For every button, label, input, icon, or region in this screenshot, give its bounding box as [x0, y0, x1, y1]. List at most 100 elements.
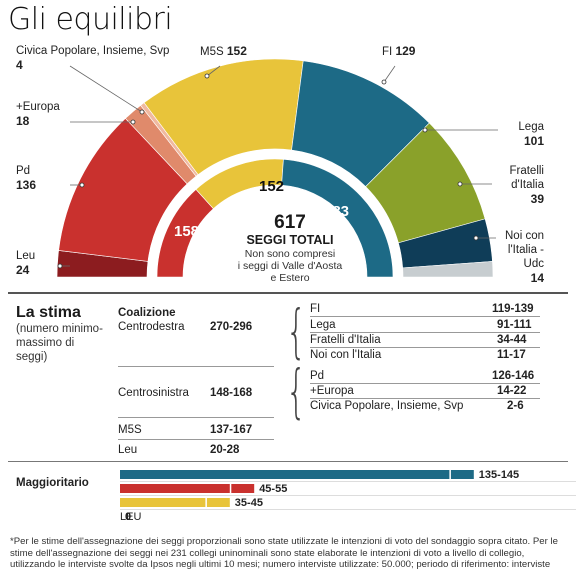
label-europa-value: 18	[16, 114, 30, 128]
bar-min-marker	[449, 470, 451, 479]
label-m5s-name: M5S	[200, 46, 224, 58]
leader-dot	[204, 73, 210, 79]
total-seats-label: SEGGI TOTALI	[246, 233, 334, 247]
label-leu-value: 24	[16, 263, 30, 277]
row-divider	[310, 332, 540, 333]
label-leu-name: Leu	[16, 250, 36, 262]
leader-dot	[139, 109, 145, 115]
label-noi-value: 14	[530, 271, 544, 285]
label-lega-name: Lega	[518, 121, 544, 133]
row-divider	[118, 417, 274, 418]
label-civica-value: 4	[16, 58, 23, 72]
bar-category-label: LEU	[120, 511, 141, 523]
label-pd-name: Pd	[16, 165, 31, 177]
label-m5s-value: 152	[226, 44, 247, 58]
bar-value-label: 0	[125, 511, 131, 523]
section-divider	[8, 461, 568, 462]
center-total: 617 SEGGI TOTALI Non sono compresi i seg…	[215, 212, 365, 285]
party-range: 119-139	[492, 303, 534, 315]
coalition-range: 148-168	[210, 387, 253, 399]
bar-range	[120, 498, 230, 507]
page-title: Gli equilibri	[8, 2, 173, 37]
label-noi: Noi con l'Italia - Udc 14	[498, 229, 544, 286]
label-lega-value: 101	[523, 134, 544, 148]
total-note-line3: e Estero	[270, 272, 310, 284]
label-fi: FI 129	[382, 44, 415, 59]
coalition-name: Centrosinistra	[118, 387, 189, 399]
party-name: Lega	[310, 319, 336, 331]
inner-sector-centrodestra	[281, 158, 394, 278]
hemicycle-chart	[56, 58, 498, 278]
bar-range	[120, 470, 474, 479]
label-fdi-name1: Fratelli	[509, 165, 544, 177]
total-note-line2: i seggi di Valle d'Aosta	[237, 260, 343, 272]
section-divider	[8, 292, 568, 294]
row-divider	[310, 316, 540, 317]
row-divider	[310, 347, 540, 348]
inner-left-value: 158	[174, 223, 200, 240]
brace-centrosinistra: {	[286, 357, 307, 425]
label-lega: Lega 101	[500, 120, 544, 149]
leader-dot	[57, 263, 63, 269]
label-europa: +Europa 18	[16, 100, 60, 129]
footnote: *Per le stime dell'assegnazione dei segg…	[10, 536, 558, 570]
label-leu: Leu 24	[16, 249, 35, 278]
leader-dot	[473, 235, 479, 241]
party-range: 14-22	[497, 385, 527, 397]
row-divider	[118, 366, 274, 367]
coalition-range: 270-296	[210, 321, 253, 333]
row-divider	[310, 383, 540, 384]
party-name: Noi con l'Italia	[310, 349, 382, 361]
label-noi-name2: l'Italia -	[507, 244, 544, 256]
party-name: FI	[310, 303, 321, 315]
label-m5s: M5S 152	[200, 44, 247, 59]
leader-line	[206, 65, 221, 77]
label-fi-name: FI	[382, 46, 393, 58]
leader-line	[383, 65, 396, 83]
coalition-range: 137-167	[210, 424, 253, 436]
row-divider	[310, 398, 540, 399]
bar-range	[120, 484, 255, 493]
bar-value-label: 35-45	[235, 497, 263, 509]
leader-dot	[130, 119, 136, 125]
coalition-name: Leu	[118, 444, 138, 456]
stima-title: La stima	[16, 304, 81, 321]
total-note-line1: Non sono compresi	[244, 248, 336, 260]
leader-dot	[457, 181, 463, 187]
bar-value-label: 45-55	[259, 483, 287, 495]
brace-centrodestra: {	[286, 297, 307, 365]
leader-dot	[79, 182, 85, 188]
inner-right-value: 283	[324, 203, 350, 220]
party-range: 34-44	[497, 334, 527, 346]
label-noi-name1: Noi con	[505, 230, 544, 242]
label-civica: Civica Popolare, Insieme, Svp 4	[16, 44, 169, 73]
row-divider	[118, 439, 274, 440]
label-pd-value: 136	[16, 178, 37, 192]
label-civica-name: Civica Popolare, Insieme, Svp	[16, 45, 170, 57]
bar-min-marker	[229, 484, 232, 493]
party-name: +Europa	[310, 385, 354, 397]
coalition-name: M5S	[118, 424, 142, 436]
total-seats-value: 617	[274, 212, 306, 233]
party-name: Civica Popolare, Insieme, Svp	[310, 400, 464, 412]
coalition-range: 20-28	[210, 444, 240, 456]
party-range: 11-17	[497, 349, 526, 361]
bar-min-marker	[205, 498, 207, 507]
label-europa-name: +Europa	[16, 101, 60, 113]
maggioritario-bars: Centrodestra135-145Centrosinistra45-55M5…	[120, 469, 576, 523]
party-name: Pd	[310, 370, 325, 382]
stima-subtitle: (numero minimo-massimo di seggi)	[16, 323, 103, 363]
bar-value-label: 135-145	[479, 469, 519, 481]
inner-mid-value: 152	[259, 178, 285, 195]
coalition-header: Coalizione	[118, 307, 176, 319]
label-fdi: Fratelli d'Italia 39	[494, 164, 544, 207]
label-noi-name3: Udc	[523, 258, 544, 270]
label-fi-value: 129	[395, 44, 416, 58]
leader-dot	[422, 127, 428, 133]
leader-dot	[381, 79, 387, 85]
label-fdi-name2: d'Italia	[511, 179, 544, 191]
party-name: Fratelli d'Italia	[310, 334, 381, 346]
coalition-name: Centrodestra	[118, 321, 185, 333]
party-range: 2-6	[507, 400, 524, 412]
label-pd: Pd 136	[16, 164, 36, 193]
